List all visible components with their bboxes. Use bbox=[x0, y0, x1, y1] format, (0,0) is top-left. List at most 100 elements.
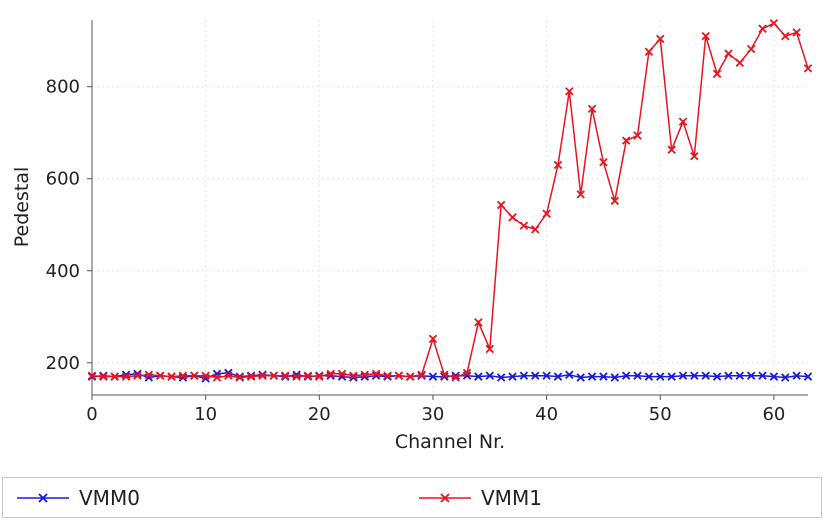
data-point-vmm1 bbox=[621, 136, 631, 145]
plot-area bbox=[87, 18, 813, 383]
data-point-vmm1 bbox=[269, 371, 279, 380]
data-point-vmm1 bbox=[337, 369, 347, 379]
data-point-vmm0 bbox=[656, 372, 665, 381]
data-point-vmm1 bbox=[746, 44, 756, 54]
data-point-vmm0 bbox=[519, 371, 529, 380]
data-point-vmm0 bbox=[531, 371, 540, 380]
data-point-vmm1 bbox=[99, 372, 108, 381]
data-point-vmm1 bbox=[246, 372, 256, 381]
data-point-vmm1 bbox=[758, 24, 767, 33]
data-point-vmm0 bbox=[769, 372, 779, 381]
data-point-vmm0 bbox=[633, 371, 642, 380]
data-point-vmm1 bbox=[690, 151, 699, 161]
y-tick-label: 200 bbox=[46, 353, 80, 374]
x-tick-labels: 0 10 20 30 40 50 60 bbox=[86, 395, 785, 425]
data-point-vmm0 bbox=[553, 372, 563, 381]
series-line-vmm1 bbox=[91, 22, 809, 379]
y-tick-label: 600 bbox=[46, 169, 80, 190]
x-tick-label: 30 bbox=[421, 404, 444, 425]
data-point-vmm0 bbox=[587, 372, 597, 381]
data-point-vmm0 bbox=[542, 371, 551, 380]
data-point-vmm0 bbox=[440, 372, 449, 381]
data-point-vmm1 bbox=[155, 371, 165, 380]
data-point-vmm1 bbox=[508, 213, 517, 222]
data-point-vmm1 bbox=[519, 221, 529, 230]
data-point-vmm1 bbox=[485, 344, 495, 354]
data-point-vmm1 bbox=[735, 58, 745, 68]
data-point-vmm0 bbox=[792, 371, 801, 380]
data-point-vmm1 bbox=[769, 18, 779, 28]
data-point-vmm1 bbox=[792, 28, 801, 37]
data-point-vmm1 bbox=[315, 372, 324, 381]
x-tick-label: 0 bbox=[86, 404, 97, 425]
x-axis-title: Channel Nr. bbox=[395, 431, 505, 453]
data-point-vmm1 bbox=[405, 372, 415, 381]
data-point-vmm1 bbox=[531, 225, 540, 234]
data-point-vmm1 bbox=[565, 87, 574, 96]
data-point-vmm0 bbox=[508, 372, 517, 381]
data-point-vmm1 bbox=[212, 373, 222, 382]
data-point-vmm1 bbox=[712, 69, 722, 79]
y-tick-labels: 200 400 600 800 bbox=[46, 77, 92, 374]
data-point-vmm1 bbox=[667, 145, 676, 154]
legend-item-vmm1: VMM1 bbox=[419, 478, 542, 517]
data-point-vmm0 bbox=[701, 371, 710, 380]
data-point-vmm1 bbox=[656, 34, 665, 44]
data-point-vmm0 bbox=[803, 372, 813, 381]
data-point-vmm0 bbox=[610, 373, 620, 382]
data-point-vmm0 bbox=[758, 371, 767, 380]
data-point-vmm1 bbox=[258, 371, 267, 380]
data-point-vmm1 bbox=[440, 370, 449, 379]
data-point-vmm1 bbox=[542, 209, 551, 218]
data-point-vmm1 bbox=[201, 371, 210, 380]
x-tick-label: 10 bbox=[194, 404, 217, 425]
data-point-vmm1 bbox=[633, 131, 642, 140]
data-point-vmm1 bbox=[133, 371, 142, 380]
data-point-vmm1 bbox=[167, 372, 176, 381]
data-point-vmm1 bbox=[599, 157, 608, 167]
axes bbox=[91, 20, 808, 396]
y-tick-label: 400 bbox=[46, 261, 80, 282]
data-point-vmm0 bbox=[576, 373, 585, 382]
x-tick-label: 50 bbox=[649, 404, 672, 425]
x-tick-label: 60 bbox=[762, 404, 785, 425]
data-point-vmm1 bbox=[360, 370, 369, 379]
data-point-vmm1 bbox=[587, 104, 597, 114]
data-point-vmm0 bbox=[724, 371, 733, 380]
data-point-vmm1 bbox=[428, 334, 438, 344]
data-point-vmm1 bbox=[87, 371, 97, 380]
legend-item-vmm0: VMM0 bbox=[17, 478, 140, 517]
legend: VMM0 VMM1 bbox=[2, 477, 822, 518]
data-point-vmm1 bbox=[644, 47, 654, 56]
data-point-vmm1 bbox=[349, 371, 358, 380]
data-point-vmm1 bbox=[394, 371, 404, 380]
chart: 0 10 20 30 40 50 60 200 400 600 800 Channel Nr. P… bbox=[11, 18, 813, 453]
legend-swatch-vmm1 bbox=[419, 492, 471, 503]
data-point-vmm0 bbox=[474, 372, 483, 381]
data-point-vmm0 bbox=[621, 371, 631, 380]
data-point-vmm1 bbox=[451, 373, 460, 382]
data-point-vmm1 bbox=[474, 318, 483, 327]
data-point-vmm1 bbox=[701, 31, 710, 41]
data-point-vmm0 bbox=[644, 372, 654, 381]
data-point-vmm0 bbox=[712, 372, 722, 381]
data-point-vmm0 bbox=[667, 372, 676, 381]
y-axis-title: Pedestal bbox=[11, 167, 33, 248]
data-point-vmm0 bbox=[496, 373, 506, 382]
data-point-vmm0 bbox=[781, 373, 790, 382]
data-point-vmm1 bbox=[190, 371, 199, 380]
data-point-vmm1 bbox=[224, 371, 233, 380]
data-point-vmm1 bbox=[235, 373, 244, 382]
data-point-vmm1 bbox=[678, 117, 688, 126]
data-point-vmm1 bbox=[417, 370, 426, 379]
data-point-vmm1 bbox=[724, 49, 733, 58]
data-point-vmm1 bbox=[144, 370, 154, 379]
data-point-vmm1 bbox=[576, 190, 585, 199]
data-point-vmm1 bbox=[803, 64, 813, 73]
data-point-vmm1 bbox=[610, 196, 620, 206]
data-point-vmm1 bbox=[121, 372, 131, 381]
data-point-vmm1 bbox=[326, 369, 335, 379]
data-point-vmm1 bbox=[178, 371, 188, 380]
data-point-vmm1 bbox=[462, 368, 472, 378]
data-point-vmm0 bbox=[678, 371, 688, 380]
